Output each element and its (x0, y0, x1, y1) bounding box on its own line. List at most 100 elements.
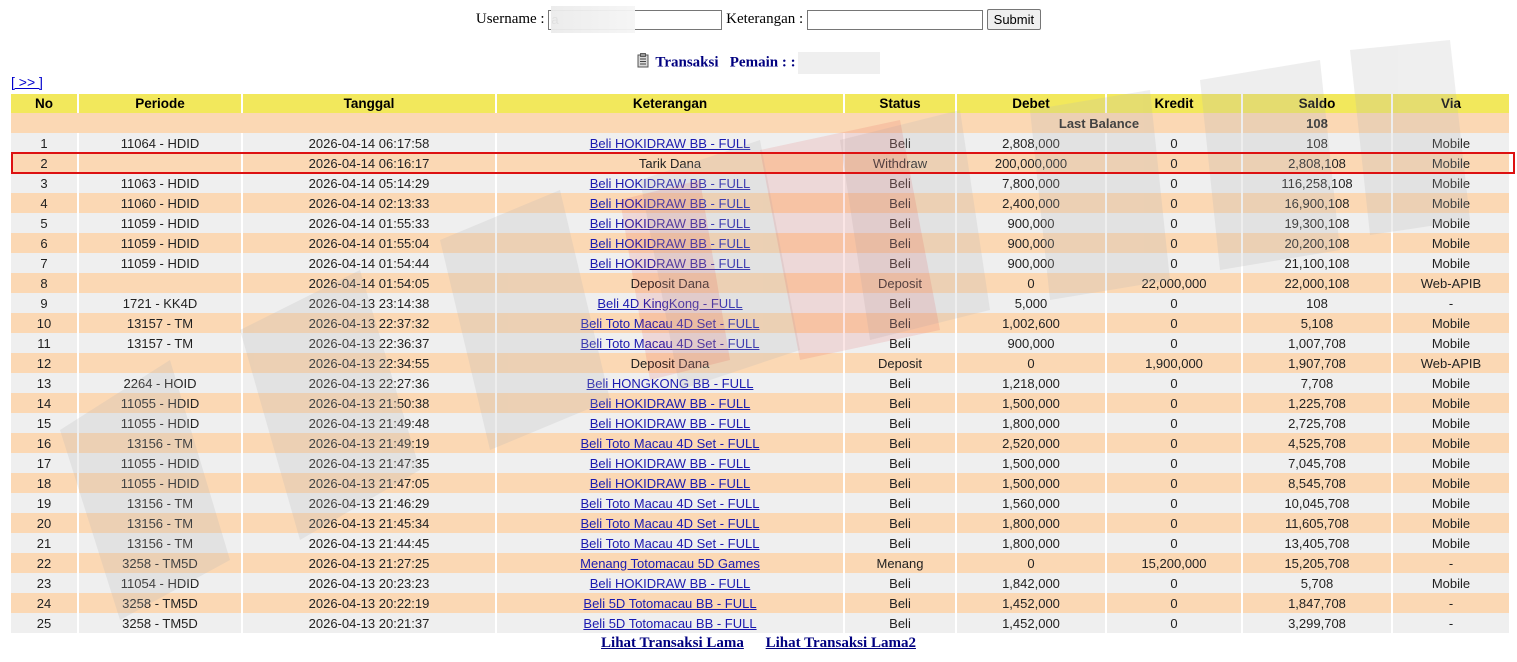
keterangan-link[interactable]: Beli 4D KingKong - FULL (597, 295, 743, 311)
periode-cell: 2264 - HOID (79, 373, 241, 393)
debet-cell: 900,000 (957, 333, 1105, 353)
keterangan-label: Keterangan : (726, 10, 804, 27)
keterangan-link[interactable]: Beli 5D Totomacau BB - FULL (583, 615, 757, 631)
keterangan-link[interactable]: Beli HOKIDRAW BB - FULL (589, 175, 751, 191)
status-cell: Beli (845, 373, 955, 393)
via-cell: Mobile (1393, 233, 1509, 253)
kredit-cell: 0 (1107, 253, 1241, 273)
periode-cell: 11055 - HDID (79, 453, 241, 473)
debet-cell: 0 (957, 353, 1105, 373)
status-cell: Beli (845, 493, 955, 513)
via-cell: Mobile (1393, 413, 1509, 433)
tanggal-cell: 2026-04-13 21:50:38 (243, 393, 495, 413)
kredit-cell: 0 (1107, 313, 1241, 333)
kredit-cell: 0 (1107, 153, 1241, 173)
via-cell: Mobile (1393, 313, 1509, 333)
keterangan-link[interactable]: Menang Totomacau 5D Games (580, 555, 760, 571)
keterangan-link[interactable]: Beli Toto Macau 4D Set - FULL (580, 515, 760, 531)
column-header: Tanggal (243, 94, 495, 113)
next-page-link[interactable]: [ >> ] (11, 74, 43, 90)
debet-cell: 1,800,000 (957, 533, 1105, 553)
via-cell: Web-APIB (1393, 353, 1509, 373)
saldo-cell: 4,525,708 (1243, 433, 1391, 453)
tanggal-cell: 2026-04-13 22:37:32 (243, 313, 495, 333)
table-row: 10 13157 - TM 2026-04-13 22:37:32 Beli Toto… (11, 313, 1509, 333)
row-number: 15 (11, 413, 77, 433)
debet-cell: 7,800,000 (957, 173, 1105, 193)
keterangan-input[interactable] (806, 9, 983, 30)
row-number: 7 (11, 253, 77, 273)
table-row: 9 1721 - KK4D 2026-04-13 23:14:38 Beli 4D K… (11, 293, 1509, 313)
kredit-cell: 0 (1107, 173, 1241, 193)
table-row: 11 13157 - TM 2026-04-13 22:36:37 Beli Toto… (11, 333, 1509, 353)
periode-cell: 13156 - TM (79, 513, 241, 533)
column-header: No (11, 94, 77, 113)
keterangan-link[interactable]: Beli HOKIDRAW BB - FULL (589, 475, 751, 491)
keterangan-link[interactable]: Beli HOKIDRAW BB - FULL (589, 235, 751, 251)
keterangan-link[interactable]: Beli HOKIDRAW BB - FULL (589, 215, 751, 231)
lihat-transaksi-lama2-link[interactable]: Lihat Transaksi Lama2 (765, 635, 916, 651)
kredit-cell: 0 (1107, 473, 1241, 493)
keterangan-link[interactable]: Beli 5D Totomacau BB - FULL (583, 595, 757, 611)
periode-cell: 3258 - TM5D (79, 553, 241, 573)
keterangan-link[interactable]: Beli HOKIDRAW BB - FULL (589, 395, 751, 411)
debet-cell: 0 (957, 553, 1105, 573)
saldo-cell: 20,200,108 (1243, 233, 1391, 253)
table-row: 3 11063 - HDID 2026-04-14 05:14:29 Beli HOK… (11, 173, 1509, 193)
debet-cell: 1,560,000 (957, 493, 1105, 513)
keterangan-link[interactable]: Beli Toto Macau 4D Set - FULL (580, 535, 760, 551)
keterangan-link[interactable]: Beli HONGKONG BB - FULL (586, 375, 754, 391)
submit-button[interactable]: Submit (986, 9, 1042, 30)
table-row: 16 13156 - TM 2026-04-13 21:49:19 Beli Toto… (11, 433, 1509, 453)
via-cell: Mobile (1393, 153, 1509, 173)
row-number: 16 (11, 433, 77, 453)
debet-cell: 1,800,000 (957, 513, 1105, 533)
periode-cell: 13156 - TM (79, 433, 241, 453)
via-cell: Mobile (1393, 213, 1509, 233)
keterangan-link[interactable]: Beli Toto Macau 4D Set - FULL (580, 435, 760, 451)
row-number: 18 (11, 473, 77, 493)
via-cell: - (1393, 593, 1509, 613)
debet-cell: 900,000 (957, 253, 1105, 273)
keterangan-link[interactable]: Beli HOKIDRAW BB - FULL (589, 455, 751, 471)
keterangan-link[interactable]: Beli Toto Macau 4D Set - FULL (580, 495, 760, 511)
keterangan-link[interactable]: Beli HOKIDRAW BB - FULL (589, 575, 751, 591)
table-row: 12 2026-04-13 22:34:55 Deposit Dana Deposit… (11, 353, 1509, 373)
keterangan-link[interactable]: Beli HOKIDRAW BB - FULL (589, 135, 751, 151)
status-cell: Beli (845, 333, 955, 353)
keterangan-link[interactable]: Beli HOKIDRAW BB - FULL (589, 255, 751, 271)
tanggal-cell: 2026-04-13 21:47:35 (243, 453, 495, 473)
periode-cell (79, 153, 241, 173)
keterangan-link[interactable]: Beli HOKIDRAW BB - FULL (589, 415, 751, 431)
transaction-table: No Periode Tanggal Keterangan Status Debet Kre… (9, 94, 1511, 633)
tanggal-cell: 2026-04-14 01:54:05 (243, 273, 495, 293)
via-cell: Mobile (1393, 393, 1509, 413)
table-row: 1 11064 - HDID 2026-04-14 06:17:58 Beli HOK… (11, 133, 1509, 153)
keterangan-link[interactable]: Beli HOKIDRAW BB - FULL (589, 195, 751, 211)
clipboard-icon (637, 53, 649, 68)
tanggal-cell: 2026-04-14 01:54:44 (243, 253, 495, 273)
tanggal-cell: 2026-04-14 06:16:17 (243, 153, 495, 173)
status-cell: Deposit (845, 273, 955, 293)
debet-cell: 1,800,000 (957, 413, 1105, 433)
via-cell: Mobile (1393, 473, 1509, 493)
saldo-cell: 2,808,108 (1243, 153, 1391, 173)
search-form: Username : Keterangan : Submit (0, 6, 1517, 33)
periode-cell: 11064 - HDID (79, 133, 241, 153)
lihat-transaksi-lama-link[interactable]: Lihat Transaksi Lama (601, 635, 744, 651)
periode-cell: 11054 - HDID (79, 573, 241, 593)
keterangan-link[interactable]: Beli Toto Macau 4D Set - FULL (580, 315, 760, 331)
tanggal-cell: 2026-04-13 20:23:23 (243, 573, 495, 593)
status-cell: Beli (845, 593, 955, 613)
status-cell: Beli (845, 193, 955, 213)
tanggal-cell: 2026-04-13 20:21:37 (243, 613, 495, 633)
saldo-cell: 1,225,708 (1243, 393, 1391, 413)
keterangan-link[interactable]: Beli Toto Macau 4D Set - FULL (580, 335, 760, 351)
table-row: 18 11055 - HDID 2026-04-13 21:47:05 Beli HO… (11, 473, 1509, 493)
saldo-cell: 3,299,708 (1243, 613, 1391, 633)
saldo-cell: 108 (1243, 293, 1391, 313)
kredit-cell: 0 (1107, 133, 1241, 153)
periode-cell: 1721 - KK4D (79, 293, 241, 313)
keterangan-cell: Deposit Dana (497, 273, 843, 293)
via-cell: Web-APIB (1393, 273, 1509, 293)
